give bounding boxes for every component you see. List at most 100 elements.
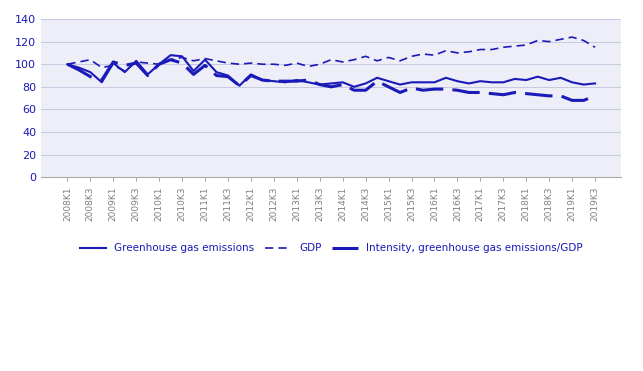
GDP (522, 43, 530, 47)
Intensity, greenhouse gas emissions/GDP (156, 62, 163, 66)
Intensity, greenhouse gas emissions/GDP (373, 79, 381, 83)
Greenhouse gas emissions (534, 75, 541, 79)
GDP (190, 59, 197, 63)
Greenhouse gas emissions (109, 61, 117, 65)
Greenhouse gas emissions (580, 82, 588, 87)
Greenhouse gas emissions (98, 80, 105, 85)
Intensity, greenhouse gas emissions/GDP (64, 62, 71, 66)
Intensity, greenhouse gas emissions/GDP (522, 91, 530, 96)
Intensity, greenhouse gas emissions/GDP (121, 63, 129, 68)
GDP (431, 53, 439, 58)
Greenhouse gas emissions (511, 77, 519, 81)
Greenhouse gas emissions (442, 76, 450, 80)
Greenhouse gas emissions (568, 80, 576, 85)
GDP (304, 64, 312, 69)
GDP (362, 54, 370, 59)
Intensity, greenhouse gas emissions/GDP (86, 75, 94, 79)
Intensity, greenhouse gas emissions/GDP (339, 82, 347, 87)
Greenhouse gas emissions (453, 79, 461, 83)
Greenhouse gas emissions (591, 81, 599, 86)
Greenhouse gas emissions (557, 76, 565, 80)
Greenhouse gas emissions (121, 70, 129, 74)
GDP (144, 61, 152, 65)
GDP (419, 52, 427, 56)
GDP (293, 61, 301, 65)
Greenhouse gas emissions (396, 82, 404, 87)
GDP (385, 55, 392, 60)
GDP (98, 65, 105, 70)
Legend: Greenhouse gas emissions, GDP, Intensity, greenhouse gas emissions/GDP: Greenhouse gas emissions, GDP, Intensity… (75, 239, 587, 257)
Intensity, greenhouse gas emissions/GDP (580, 98, 588, 103)
GDP (109, 63, 117, 68)
Greenhouse gas emissions (86, 70, 94, 74)
Intensity, greenhouse gas emissions/GDP (442, 87, 450, 91)
GDP (167, 58, 174, 62)
Greenhouse gas emissions (144, 72, 152, 77)
Greenhouse gas emissions (373, 76, 381, 80)
GDP (75, 60, 83, 64)
Greenhouse gas emissions (282, 80, 289, 85)
Greenhouse gas emissions (258, 78, 266, 82)
Greenhouse gas emissions (190, 69, 197, 73)
Intensity, greenhouse gas emissions/GDP (235, 83, 243, 88)
GDP (373, 59, 381, 63)
GDP (591, 45, 599, 49)
Intensity, greenhouse gas emissions/GDP (316, 82, 323, 87)
Intensity, greenhouse gas emissions/GDP (327, 85, 335, 89)
Intensity, greenhouse gas emissions/GDP (190, 72, 197, 77)
Greenhouse gas emissions (247, 72, 255, 77)
Intensity, greenhouse gas emissions/GDP (167, 58, 174, 62)
Greenhouse gas emissions (476, 79, 484, 83)
Intensity, greenhouse gas emissions/GDP (557, 93, 565, 98)
Greenhouse gas emissions (156, 62, 163, 66)
Intensity, greenhouse gas emissions/GDP (488, 91, 496, 96)
Intensity, greenhouse gas emissions/GDP (213, 73, 221, 78)
GDP (500, 45, 507, 49)
Intensity, greenhouse gas emissions/GDP (431, 87, 439, 91)
GDP (235, 62, 243, 66)
Greenhouse gas emissions (316, 82, 323, 87)
Line: Greenhouse gas emissions: Greenhouse gas emissions (68, 55, 595, 87)
Intensity, greenhouse gas emissions/GDP (293, 79, 301, 83)
Intensity, greenhouse gas emissions/GDP (178, 61, 186, 65)
Intensity, greenhouse gas emissions/GDP (465, 90, 473, 95)
Greenhouse gas emissions (408, 80, 415, 85)
Intensity, greenhouse gas emissions/GDP (304, 78, 312, 82)
Greenhouse gas emissions (350, 85, 358, 89)
GDP (545, 39, 553, 44)
GDP (350, 58, 358, 62)
Greenhouse gas emissions (385, 79, 392, 83)
GDP (408, 54, 415, 59)
GDP (178, 55, 186, 60)
GDP (534, 38, 541, 43)
GDP (396, 59, 404, 63)
Greenhouse gas emissions (213, 70, 221, 74)
Intensity, greenhouse gas emissions/GDP (534, 92, 541, 97)
Intensity, greenhouse gas emissions/GDP (568, 98, 576, 103)
Greenhouse gas emissions (224, 73, 232, 78)
Intensity, greenhouse gas emissions/GDP (109, 60, 117, 64)
GDP (224, 61, 232, 65)
Greenhouse gas emissions (293, 78, 301, 82)
Intensity, greenhouse gas emissions/GDP (511, 90, 519, 95)
Intensity, greenhouse gas emissions/GDP (545, 93, 553, 98)
Intensity, greenhouse gas emissions/GDP (408, 86, 415, 90)
Intensity, greenhouse gas emissions/GDP (282, 79, 289, 83)
GDP (327, 58, 335, 62)
Greenhouse gas emissions (545, 78, 553, 82)
Greenhouse gas emissions (235, 83, 243, 88)
GDP (282, 63, 289, 68)
Greenhouse gas emissions (304, 80, 312, 85)
Line: GDP: GDP (68, 37, 595, 71)
Greenhouse gas emissions (465, 81, 473, 86)
GDP (258, 62, 266, 66)
Intensity, greenhouse gas emissions/GDP (132, 61, 140, 65)
Greenhouse gas emissions (500, 80, 507, 85)
Intensity, greenhouse gas emissions/GDP (453, 88, 461, 92)
Intensity, greenhouse gas emissions/GDP (419, 88, 427, 92)
GDP (64, 62, 71, 66)
Greenhouse gas emissions (132, 59, 140, 63)
Greenhouse gas emissions (362, 81, 370, 86)
Intensity, greenhouse gas emissions/GDP (476, 90, 484, 95)
GDP (465, 50, 473, 54)
